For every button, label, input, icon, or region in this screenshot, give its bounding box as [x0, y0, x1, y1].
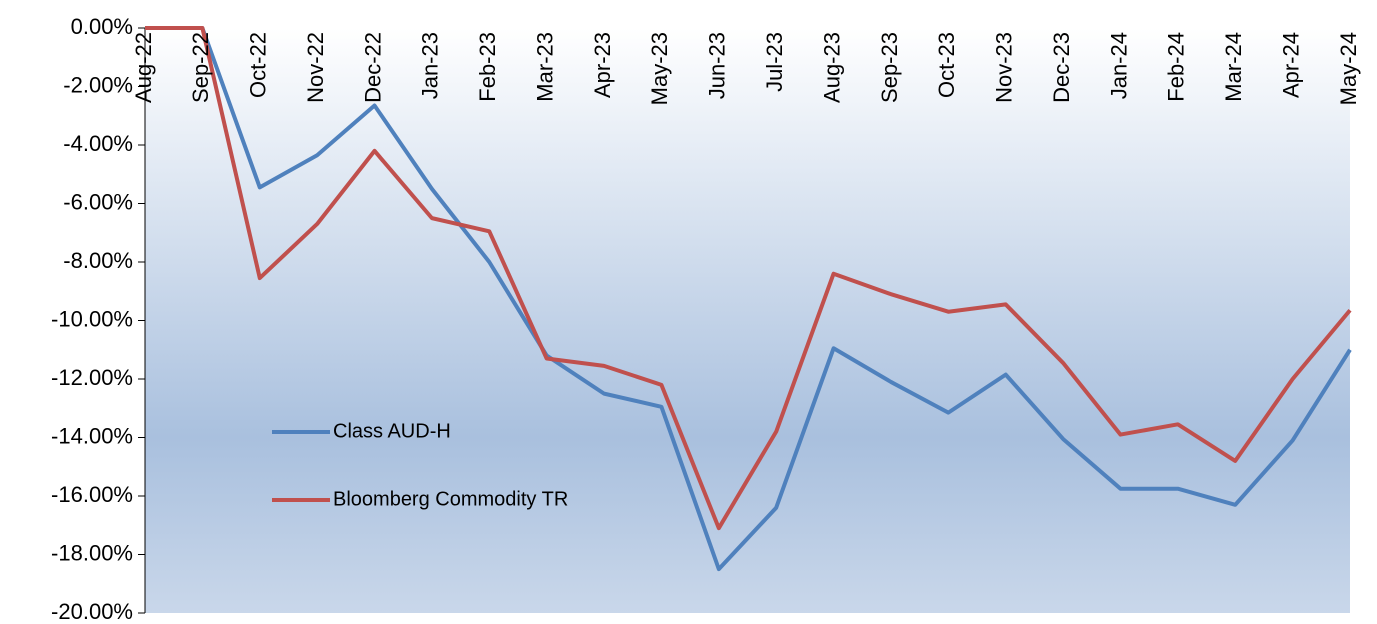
legend-label: Class AUD-H — [333, 420, 451, 442]
y-tick-label: -12.00% — [51, 365, 133, 390]
x-tick-label: Sep-22 — [188, 32, 213, 103]
x-tick-label: Dec-22 — [360, 32, 385, 103]
y-tick-label: -10.00% — [51, 306, 133, 331]
y-tick-label: 0.00% — [71, 14, 133, 39]
y-tick-label: -20.00% — [51, 599, 133, 624]
y-tick-label: -2.00% — [63, 72, 133, 97]
x-tick-label: Mar-24 — [1221, 32, 1246, 102]
plot-area — [145, 28, 1350, 613]
x-tick-label: Dec-23 — [1049, 32, 1074, 103]
y-tick-label: -8.00% — [63, 248, 133, 273]
y-tick-label: -6.00% — [63, 189, 133, 214]
x-tick-label: Nov-22 — [303, 32, 328, 103]
x-tick-label: Jan-23 — [418, 32, 443, 99]
x-tick-label: May-24 — [1336, 32, 1361, 105]
x-tick-label: Jun-23 — [705, 32, 730, 99]
x-tick-label: Aug-23 — [819, 32, 844, 103]
x-tick-label: Feb-23 — [475, 32, 500, 102]
x-tick-label: Aug-22 — [131, 32, 156, 103]
x-tick-label: Apr-23 — [590, 32, 615, 98]
series-line — [145, 26, 1352, 531]
x-tick-label: Feb-24 — [1164, 32, 1189, 102]
x-tick-label: Oct-23 — [934, 32, 959, 98]
x-tick-label: May-23 — [647, 32, 672, 105]
y-tick-label: -4.00% — [63, 131, 133, 156]
x-tick-label: Mar-23 — [532, 32, 557, 102]
x-tick-label: Oct-22 — [246, 32, 271, 98]
x-tick-label: Apr-24 — [1278, 32, 1303, 98]
x-tick-label: Sep-23 — [877, 32, 902, 103]
x-tick-label: Jan-24 — [1106, 32, 1131, 99]
y-tick-label: -18.00% — [51, 540, 133, 565]
y-tick-label: -16.00% — [51, 482, 133, 507]
x-tick-label: Jul-23 — [762, 32, 787, 92]
x-tick-label: Nov-23 — [992, 32, 1017, 103]
legend-label: Bloomberg Commodity TR — [333, 488, 568, 510]
series-line — [145, 26, 1352, 572]
y-tick-label: -14.00% — [51, 423, 133, 448]
